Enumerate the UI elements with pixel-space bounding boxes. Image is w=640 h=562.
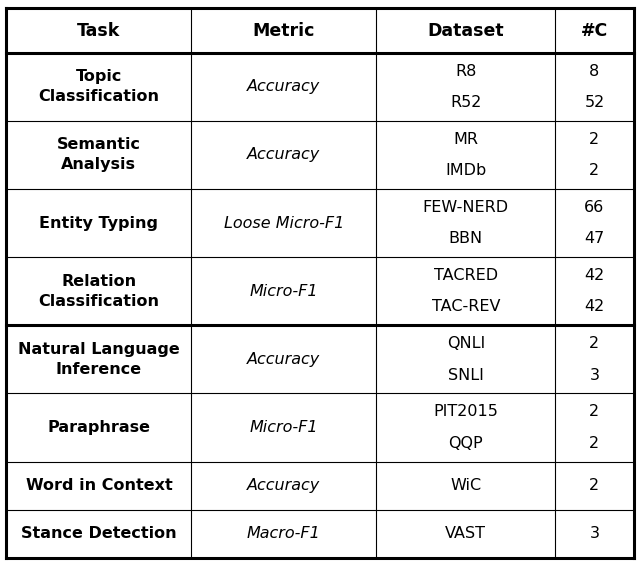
Text: 2: 2: [589, 163, 600, 178]
Text: FEW-NERD: FEW-NERD: [423, 200, 509, 215]
Text: 42: 42: [584, 268, 605, 283]
Text: Word in Context: Word in Context: [26, 478, 172, 493]
Text: Accuracy: Accuracy: [247, 79, 321, 94]
Text: TAC-REV: TAC-REV: [431, 300, 500, 314]
Text: Paraphrase: Paraphrase: [47, 420, 150, 435]
Text: 42: 42: [584, 300, 605, 314]
Text: #C: #C: [580, 21, 608, 39]
Text: QNLI: QNLI: [447, 336, 485, 351]
Text: SNLI: SNLI: [448, 368, 484, 383]
Text: Task: Task: [77, 21, 120, 39]
Text: Entity Typing: Entity Typing: [40, 215, 159, 230]
Text: BBN: BBN: [449, 231, 483, 246]
Text: 2: 2: [589, 132, 600, 147]
Text: WiC: WiC: [451, 478, 481, 493]
Text: Micro-F1: Micro-F1: [250, 420, 318, 435]
Text: Accuracy: Accuracy: [247, 147, 321, 162]
Text: Accuracy: Accuracy: [247, 478, 321, 493]
Text: 2: 2: [589, 436, 600, 451]
Text: Loose Micro-F1: Loose Micro-F1: [224, 215, 344, 230]
Text: MR: MR: [453, 132, 478, 147]
Text: R8: R8: [455, 64, 477, 79]
Text: 2: 2: [589, 478, 600, 493]
Text: 66: 66: [584, 200, 605, 215]
Text: Topic
Classification: Topic Classification: [38, 69, 159, 104]
Text: PIT2015: PIT2015: [433, 404, 499, 419]
Text: Metric: Metric: [253, 21, 315, 39]
Text: R52: R52: [450, 95, 481, 110]
Text: Dataset: Dataset: [428, 21, 504, 39]
Text: 3: 3: [589, 526, 600, 541]
Text: QQP: QQP: [449, 436, 483, 451]
Text: Relation
Classification: Relation Classification: [38, 274, 159, 309]
Text: 47: 47: [584, 231, 605, 246]
Text: TACRED: TACRED: [434, 268, 498, 283]
Text: 52: 52: [584, 95, 605, 110]
Text: IMDb: IMDb: [445, 163, 486, 178]
Text: Semantic
Analysis: Semantic Analysis: [57, 138, 141, 172]
Text: Stance Detection: Stance Detection: [21, 526, 177, 541]
Text: VAST: VAST: [445, 526, 486, 541]
Text: 3: 3: [589, 368, 600, 383]
Text: Accuracy: Accuracy: [247, 352, 321, 367]
Text: 8: 8: [589, 64, 600, 79]
Text: Natural Language
Inference: Natural Language Inference: [18, 342, 180, 377]
Text: Micro-F1: Micro-F1: [250, 284, 318, 298]
Text: Macro-F1: Macro-F1: [247, 526, 321, 541]
Text: 2: 2: [589, 336, 600, 351]
Text: 2: 2: [589, 404, 600, 419]
